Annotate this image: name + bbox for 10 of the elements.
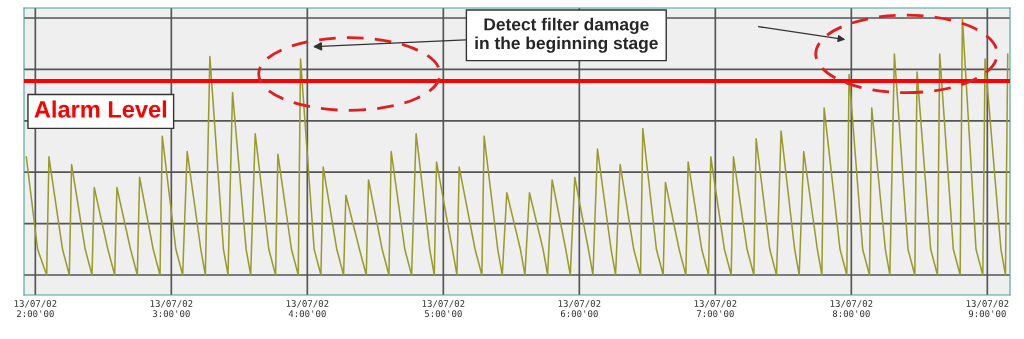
x-tick-label: 13/07/02 2:00'00 — [14, 300, 57, 318]
x-tick-label: 13/07/02 7:00'00 — [694, 300, 737, 318]
annotation: Detect filter damage in the beginning stage — [475, 17, 658, 53]
x-tick-label: 13/07/02 6:00'00 — [558, 300, 601, 318]
x-tick-label: 13/07/02 4:00'00 — [286, 300, 329, 318]
x-tick-label: 13/07/02 8:00'00 — [830, 300, 873, 318]
x-tick-label: 13/07/02 9:00'00 — [966, 300, 1009, 318]
x-tick-label: 13/07/02 5:00'00 — [422, 300, 465, 318]
ref-line-label: Alarm Level — [34, 100, 167, 118]
x-tick-label: 13/07/02 3:00'00 — [150, 300, 193, 318]
